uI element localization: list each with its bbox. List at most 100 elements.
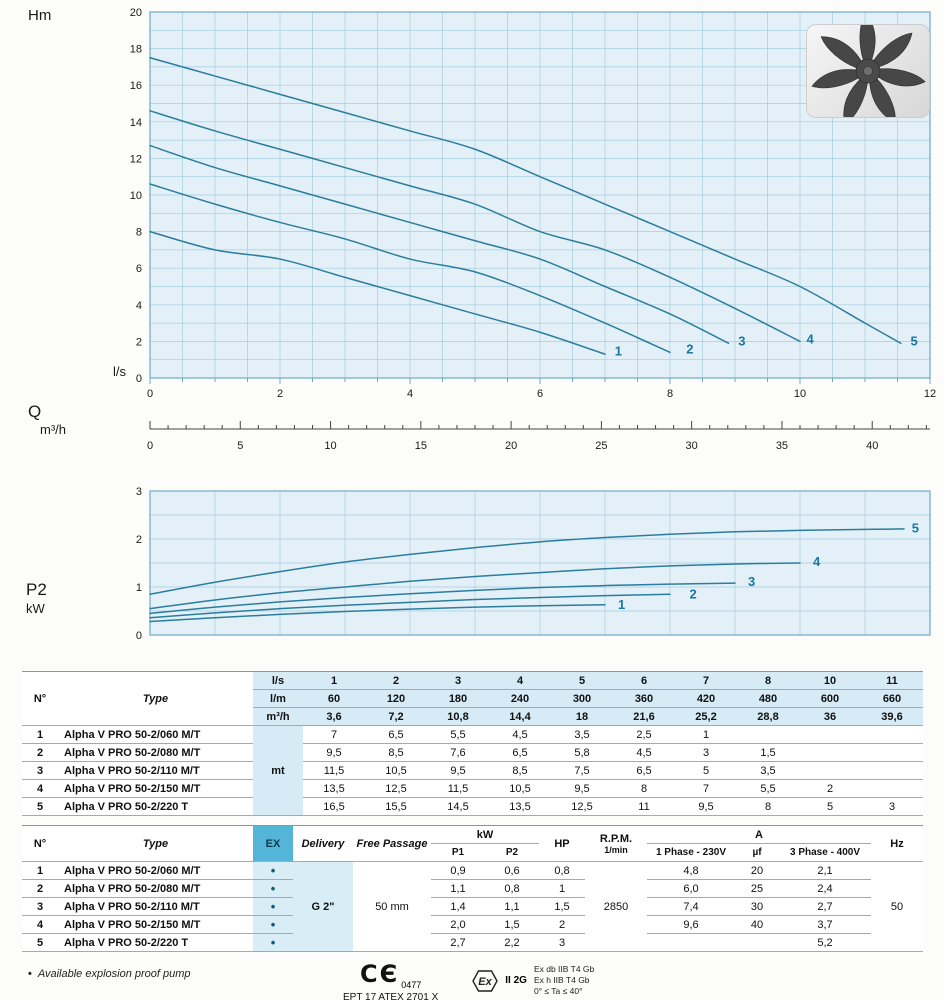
1phase-current-value <box>647 933 735 952</box>
flow-value-header: 1 <box>303 671 365 690</box>
ex-hexagon-icon: Ex <box>472 969 499 992</box>
atex-code: EPT 17 ATEX 2701 X <box>343 992 439 1000</box>
head-value: 11,5 <box>427 779 489 798</box>
plot-border <box>149 490 931 636</box>
head-value: 12,5 <box>365 779 427 798</box>
col-header-ex: EX <box>253 825 293 862</box>
impeller-image <box>811 25 926 117</box>
pump-number: 1 <box>22 861 58 880</box>
p2-value: 0,6 <box>485 861 539 880</box>
flow-value-header: 8 <box>737 671 799 690</box>
head-value: 7 <box>303 725 365 744</box>
3phase-current-value: 5,2 <box>779 933 872 952</box>
1phase-current-value: 7,4 <box>647 897 735 916</box>
flow-value-header: 180 <box>427 689 489 708</box>
ex-bullet: • <box>253 897 293 916</box>
head-value <box>799 743 861 762</box>
curve-label-4: 4 <box>807 332 815 347</box>
flow-value-header: 7,2 <box>365 707 427 726</box>
p1-value: 2,7 <box>431 933 485 952</box>
axis-tick-label: 0 <box>136 630 142 642</box>
ex-line: 0° ≤ Ta ≤ 40° <box>533 986 583 997</box>
axis-tick-label: 12 <box>130 153 142 165</box>
head-value: 8 <box>737 797 799 816</box>
head-value: 7,5 <box>551 761 613 780</box>
ex-certification-lines: Ex db IIB T4 Gb Ex h IIB T4 Gb 0° ≤ Ta ≤… <box>534 964 594 997</box>
head-unit-cell: mt <box>253 725 303 816</box>
head-value: 13,5 <box>303 779 365 798</box>
flow-value-header: 3,6 <box>303 707 365 726</box>
flow-value-header: 7 <box>675 671 737 690</box>
head-value: 7 <box>675 779 737 798</box>
pump-number: 1 <box>22 725 58 744</box>
axis-tick-label: 6 <box>136 263 142 275</box>
ce-number: 0477 <box>401 980 422 990</box>
axis-tick-label: 8 <box>136 227 142 239</box>
flow-value-header: 18 <box>551 707 613 726</box>
head-value: 5 <box>799 797 861 816</box>
flow-value-header: 10 <box>799 671 861 690</box>
axis-tick-label: 25 <box>595 440 607 452</box>
pump-type: Alpha V PRO 50-2/080 M/T <box>58 743 253 762</box>
pump-type: Alpha V PRO 50-2/220 T <box>58 933 253 952</box>
3phase-current-value: 2,4 <box>779 879 872 898</box>
axis-tick-label: 4 <box>407 388 413 400</box>
head-value: 11,5 <box>303 761 365 780</box>
flow-value-header: 120 <box>365 689 427 708</box>
curve-label-4: 4 <box>813 554 821 569</box>
pump-curve-5 <box>149 528 905 595</box>
head-value <box>861 779 923 798</box>
pump-curve-2 <box>149 183 671 354</box>
pump-number: 3 <box>22 897 58 916</box>
head-value: 10,5 <box>489 779 551 798</box>
flow-value-header: 3 <box>427 671 489 690</box>
axis-tick-label: 40 <box>866 440 878 452</box>
head-value: 2,5 <box>613 725 675 744</box>
bullet-icon: • <box>28 968 32 980</box>
col-header-type: Type <box>58 825 253 862</box>
head-value: 15,5 <box>365 797 427 816</box>
curve-label-1: 1 <box>618 597 625 612</box>
curve-label-2: 2 <box>686 342 693 357</box>
head-value: 8,5 <box>489 761 551 780</box>
ex-bullet: • <box>253 861 293 880</box>
3phase-current-value: 3,7 <box>779 915 872 934</box>
flow-value-header: 360 <box>613 689 675 708</box>
capacitor-value: 20 <box>735 861 779 880</box>
pump-number: 2 <box>22 743 58 762</box>
p1-value: 1,4 <box>431 897 485 916</box>
axis-tick-label: 12 <box>924 388 936 400</box>
flow-value-header: 14,4 <box>489 707 551 726</box>
curve-label-2: 2 <box>690 587 697 602</box>
axis-tick-label: 3 <box>136 487 142 498</box>
axis-tick-label: 18 <box>130 44 142 56</box>
pump-number: 5 <box>22 797 58 816</box>
capacitor-value <box>735 933 779 952</box>
head-value: 13,5 <box>489 797 551 816</box>
head-value: 9,5 <box>427 761 489 780</box>
head-value: 6,5 <box>365 725 427 744</box>
pump-number: 5 <box>22 933 58 952</box>
flow-value-header: 6 <box>613 671 675 690</box>
head-value: 11 <box>613 797 675 816</box>
flow-value-header: 10,8 <box>427 707 489 726</box>
ex-line: Ex h IIB T4 Gb <box>533 975 590 986</box>
ex-bullet: • <box>253 879 293 898</box>
pump-curve-1 <box>149 604 606 623</box>
pump-number: 4 <box>22 915 58 934</box>
flow-value-header: 36 <box>799 707 861 726</box>
col-header-3phase: 3 Phase - 400V <box>779 843 872 862</box>
p2-value: 1,5 <box>485 915 539 934</box>
hp-value: 1,5 <box>539 897 585 916</box>
axis-tick-label: 0 <box>147 388 153 400</box>
rpm-unit-label: 1/min <box>604 844 628 855</box>
hp-value: 0,8 <box>539 861 585 880</box>
pump-curve-1 <box>149 230 606 355</box>
col-header-no: N° <box>22 825 58 862</box>
head-value: 3 <box>675 743 737 762</box>
capacitor-value: 30 <box>735 897 779 916</box>
col-header-uf: µf <box>735 843 779 862</box>
pump-curve-3 <box>149 144 730 344</box>
power-axis-label: P2 <box>26 580 47 599</box>
col-header-hp: HP <box>539 825 585 862</box>
